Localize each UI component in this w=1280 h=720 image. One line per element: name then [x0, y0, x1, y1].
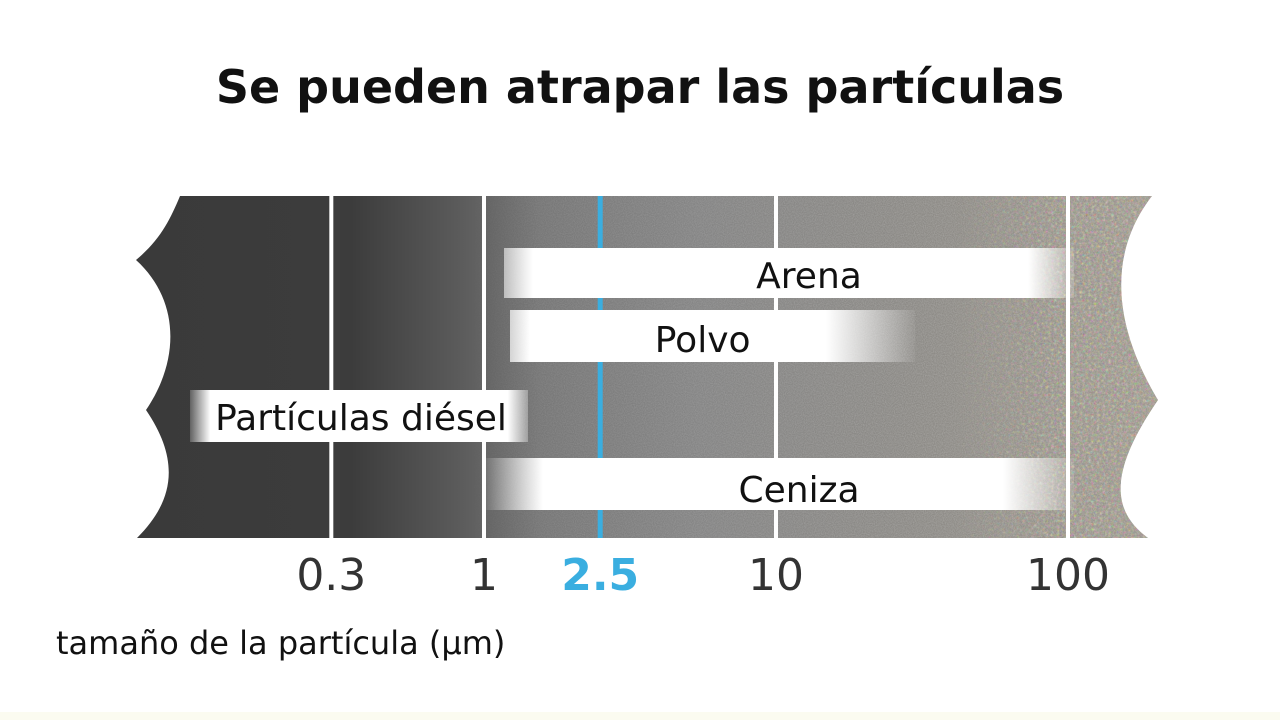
tick-label-10: 10: [748, 550, 804, 601]
bottom-strip: [0, 712, 1280, 720]
range-label-0: Arena: [756, 256, 862, 297]
tick-label-1: 1: [470, 550, 498, 601]
range-label-2: Partículas diésel: [215, 398, 507, 439]
particle-band: [136, 196, 1158, 538]
tick-label-2.5: 2.5: [561, 550, 639, 601]
range-bar-1: [510, 310, 916, 362]
tick-label-0.3: 0.3: [296, 550, 366, 601]
range-bar-3: [484, 458, 1074, 510]
range-bar-0: [504, 248, 1074, 298]
range-label-1: Polvo: [655, 320, 751, 361]
tick-label-100: 100: [1026, 550, 1110, 601]
range-bar-2: [190, 390, 528, 442]
page-title: Se pueden atrapar las partículas: [215, 60, 1065, 114]
range-label-3: Ceniza: [738, 470, 859, 511]
x-axis-label: tamaño de la partícula (µm): [56, 624, 506, 662]
